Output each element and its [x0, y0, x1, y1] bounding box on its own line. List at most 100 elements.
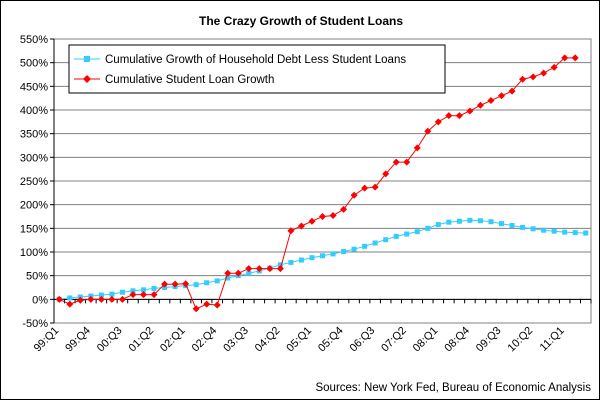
data-point [488, 219, 494, 225]
x-tick-label: 10:Q2 [506, 325, 536, 355]
data-point [434, 118, 442, 126]
legend-label-household-debt: Cumulative Growth of Household Debt Less… [105, 54, 406, 66]
data-point [530, 226, 536, 232]
data-point [561, 54, 569, 62]
data-point [550, 63, 558, 71]
data-point [203, 300, 211, 308]
y-tick-label: 400% [20, 105, 48, 117]
y-axis: -50% 0% 50% 100% 150% 200% 250% 300% 350% 400% 450… [20, 34, 55, 330]
x-tick-label: 08:Q4 [442, 325, 472, 355]
data-point [498, 92, 505, 100]
data-point [383, 237, 389, 243]
data-point [151, 285, 157, 291]
data-point [571, 54, 579, 62]
y-tick-label: 550% [20, 34, 48, 46]
data-point [67, 295, 73, 301]
x-tick-label: 01:Q2 [126, 325, 156, 355]
data-point [351, 246, 357, 252]
data-point [361, 184, 369, 192]
legend-marker-household-debt [84, 56, 90, 62]
y-tick-label: -50% [22, 318, 48, 330]
data-point [455, 112, 463, 120]
data-point [551, 228, 557, 234]
data-point [424, 127, 432, 135]
data-point [572, 230, 578, 236]
data-point [340, 205, 348, 213]
data-point [562, 229, 568, 235]
data-point [225, 275, 231, 281]
data-point [477, 218, 483, 224]
data-point [192, 305, 200, 313]
data-point [119, 289, 125, 295]
data-point [319, 213, 326, 220]
data-point [341, 249, 347, 255]
data-point [413, 144, 421, 152]
data-point [141, 287, 146, 293]
chart-title: The Crazy Growth of Student Loans [199, 14, 403, 28]
x-tick-label: 03:Q3 [221, 325, 251, 355]
data-point [330, 251, 336, 257]
data-point [372, 240, 378, 246]
data-point [66, 300, 74, 308]
y-tick-label: 250% [20, 176, 48, 188]
y-tick-label: 500% [20, 58, 48, 70]
data-point [456, 218, 462, 224]
data-point [204, 280, 210, 286]
data-point [161, 280, 169, 288]
data-point [393, 233, 399, 239]
data-point [213, 301, 221, 309]
x-tick-label: 05:Q1 [284, 325, 314, 355]
data-point [130, 288, 136, 294]
grid-lines [54, 62, 591, 300]
x-tick-label: 09:Q3 [474, 325, 504, 355]
source-note: Sources: New York Fed, Bureau of Economi… [315, 382, 591, 394]
data-point [276, 265, 284, 273]
y-tick-label: 300% [20, 152, 48, 164]
data-point [118, 295, 126, 303]
data-point [297, 222, 305, 230]
data-point [171, 280, 179, 288]
legend-label-student-loans: Cumulative Student Loan Growth [105, 74, 274, 86]
data-point [98, 292, 104, 298]
data-point [182, 280, 190, 288]
data-point [277, 262, 283, 268]
series-line-1 [59, 57, 576, 310]
data-point [499, 221, 504, 227]
data-point [404, 231, 410, 237]
data-point [109, 291, 115, 297]
data-point [350, 191, 358, 199]
data-point [55, 295, 63, 303]
data-point [266, 265, 274, 273]
data-point [97, 295, 105, 303]
legend-marker-student-loans [83, 75, 91, 83]
y-tick-label: 450% [20, 81, 48, 93]
x-tick-label: 02:Q1 [158, 325, 188, 355]
y-tick-label: 150% [20, 223, 48, 235]
data-point [392, 158, 400, 166]
data-point [308, 217, 316, 225]
data-point [520, 224, 526, 230]
data-point [467, 217, 473, 223]
data-point [529, 73, 537, 81]
data-point [214, 278, 220, 284]
data-point [445, 112, 453, 120]
x-tick-label: 07:Q2 [379, 325, 409, 355]
data-point [287, 227, 295, 235]
data-point [476, 101, 484, 109]
x-tick-label: 00:Q3 [95, 325, 125, 355]
x-axis: 99:Q1 99:Q4 00:Q3 01:Q2 02:Q1 02:Q4 03:Q3 04:Q2… [32, 298, 592, 355]
data-point [425, 225, 431, 231]
data-point [487, 97, 495, 105]
legend-entry-student-loans: Cumulative Student Loan Growth [74, 74, 274, 86]
data-point [150, 291, 158, 299]
data-point [108, 295, 116, 303]
y-tick-label: 50% [26, 271, 48, 283]
data-point [435, 222, 441, 228]
data-point [466, 107, 474, 115]
data-point [509, 222, 515, 228]
data-point [414, 229, 420, 235]
data-point [519, 75, 527, 83]
data-point [583, 230, 589, 236]
